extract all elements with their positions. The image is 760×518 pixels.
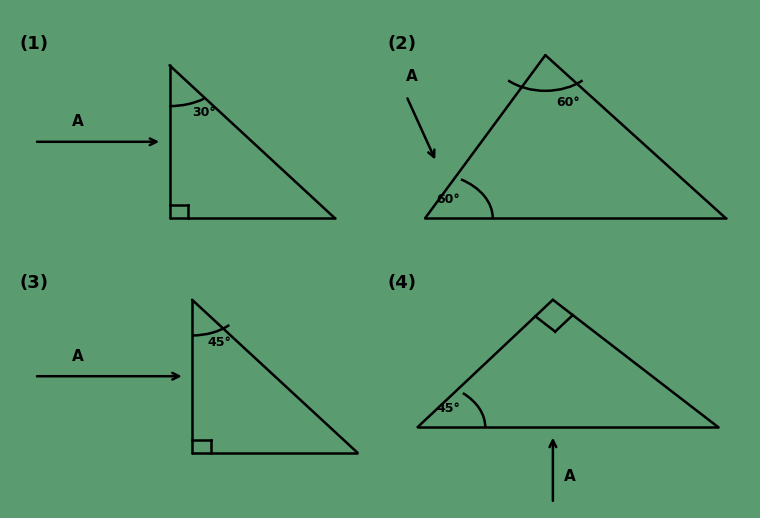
Text: 60°: 60° bbox=[556, 96, 581, 109]
Text: 60°: 60° bbox=[436, 193, 460, 206]
Text: (3): (3) bbox=[19, 275, 48, 292]
Text: 45°: 45° bbox=[436, 402, 461, 415]
Text: A: A bbox=[407, 68, 418, 83]
Text: A: A bbox=[71, 349, 84, 364]
Text: (2): (2) bbox=[388, 35, 416, 53]
Text: 45°: 45° bbox=[207, 336, 231, 349]
Text: A: A bbox=[71, 114, 84, 130]
Text: 30°: 30° bbox=[192, 106, 216, 119]
Text: (4): (4) bbox=[388, 275, 416, 292]
Text: A: A bbox=[564, 469, 576, 484]
Text: (1): (1) bbox=[19, 35, 48, 53]
